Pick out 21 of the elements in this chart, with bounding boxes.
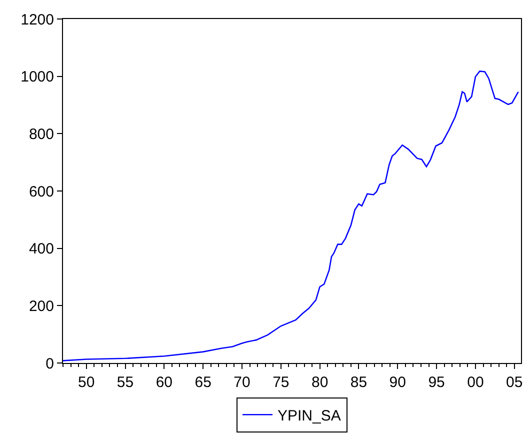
x-tick-label: 90 bbox=[389, 374, 406, 391]
x-tick-label: 50 bbox=[78, 374, 95, 391]
y-tick-label: 600 bbox=[28, 183, 54, 200]
x-tick-label: 60 bbox=[156, 374, 173, 391]
x-tick-label: 55 bbox=[116, 374, 134, 391]
x-tick-label: 80 bbox=[311, 374, 328, 391]
x-tick-label: 05 bbox=[506, 374, 523, 391]
line-series bbox=[63, 70, 519, 362]
legend-label: YPIN_SA bbox=[278, 408, 341, 424]
y-tick-label: 800 bbox=[28, 126, 54, 143]
x-tick-label: 95 bbox=[428, 374, 445, 391]
x-tick-label: 85 bbox=[350, 374, 368, 391]
y-tick-label: 1000 bbox=[20, 68, 54, 86]
x-tick-label: 00 bbox=[467, 374, 484, 391]
x-tick-label: 65 bbox=[194, 374, 212, 391]
y-tick-label: 200 bbox=[28, 298, 54, 315]
x-tick-label: 70 bbox=[234, 374, 250, 391]
y-tick-label: 1200 bbox=[20, 11, 54, 28]
y-tick-label: 0 bbox=[46, 355, 54, 372]
y-tick-label: 400 bbox=[28, 240, 54, 258]
x-tick-label: 75 bbox=[272, 374, 290, 391]
